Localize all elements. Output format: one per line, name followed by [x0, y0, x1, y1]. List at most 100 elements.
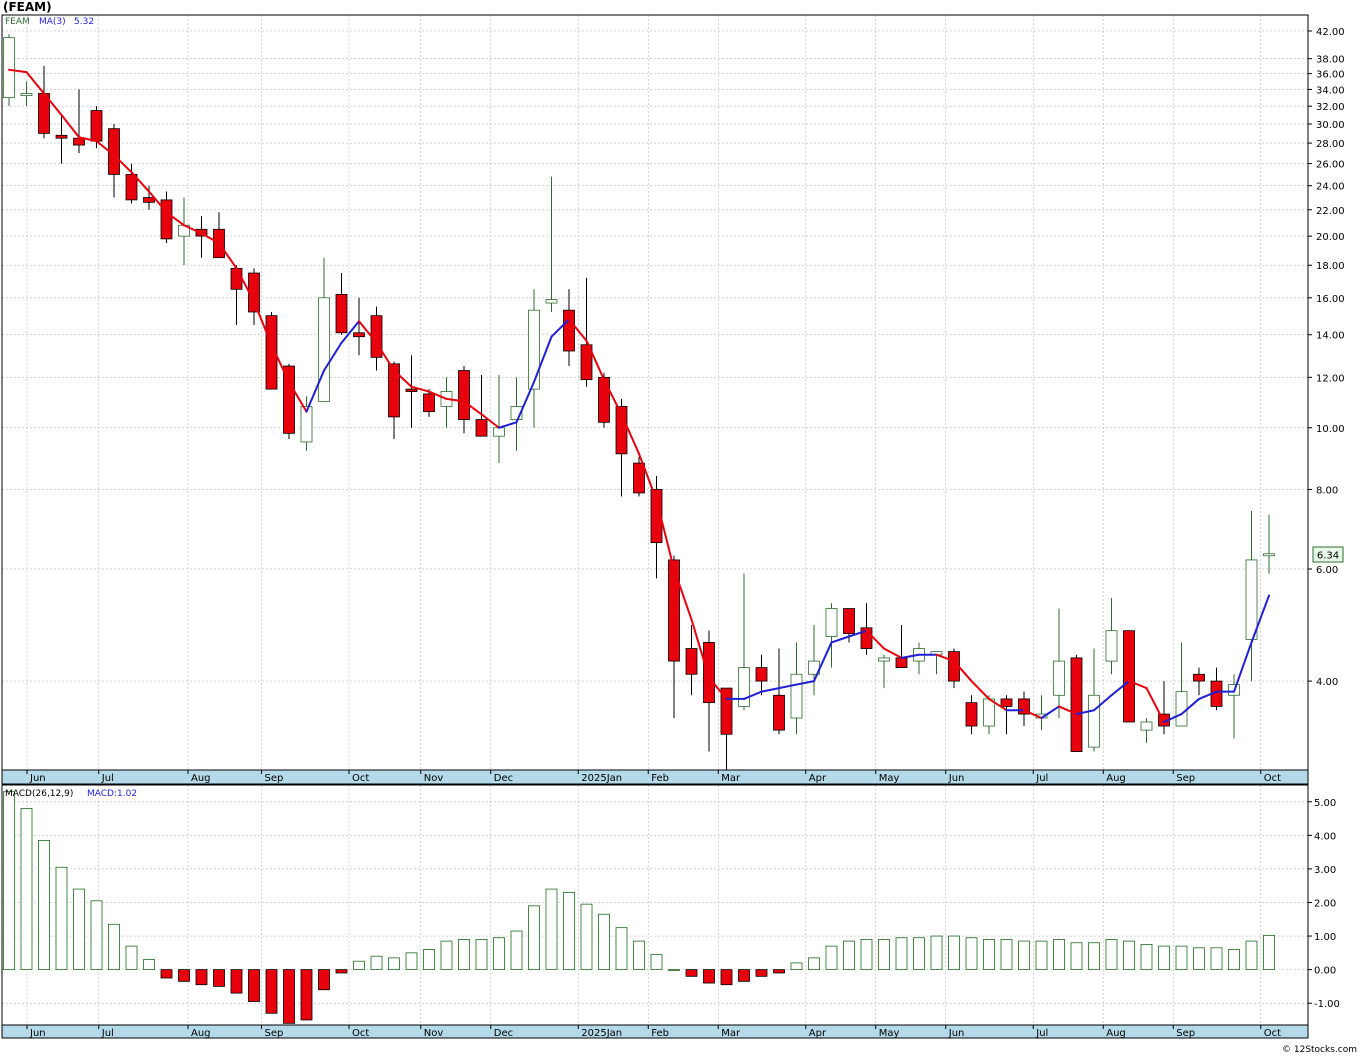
candle-body[interactable] — [335, 293, 348, 334]
candle-body[interactable] — [598, 376, 610, 423]
macd-bar[interactable] — [580, 903, 593, 971]
candle-body[interactable] — [300, 406, 313, 443]
macd-bar[interactable] — [38, 839, 50, 971]
macd-bar[interactable] — [563, 892, 575, 971]
macd-bar[interactable] — [405, 952, 418, 971]
candle-body[interactable] — [3, 37, 15, 99]
macd-bar[interactable] — [1035, 940, 1048, 971]
macd-bar[interactable] — [948, 935, 960, 971]
macd-panel[interactable] — [3, 791, 1275, 1024]
macd-bar[interactable] — [860, 939, 873, 971]
candle-body[interactable] — [1123, 630, 1135, 723]
macd-bar[interactable] — [703, 969, 715, 984]
candle-body[interactable] — [738, 667, 750, 707]
macd-bar[interactable] — [213, 969, 225, 987]
macd-bar[interactable] — [1105, 939, 1118, 971]
macd-bar[interactable] — [615, 927, 628, 971]
macd-bar[interactable] — [283, 969, 295, 1024]
candle-body[interactable] — [405, 388, 418, 392]
macd-bar[interactable] — [930, 935, 943, 971]
candle-body[interactable] — [545, 299, 558, 304]
candle-body[interactable] — [965, 702, 978, 727]
macd-bar[interactable] — [685, 969, 698, 977]
candle-body[interactable] — [895, 657, 908, 668]
candle-body[interactable] — [493, 427, 505, 437]
macd-bar[interactable] — [458, 939, 470, 971]
macd-bar[interactable] — [108, 923, 120, 971]
candle-body[interactable] — [20, 93, 33, 96]
macd-bar[interactable] — [528, 905, 540, 971]
macd-bar[interactable] — [1088, 942, 1100, 971]
macd-bar[interactable] — [1140, 944, 1153, 971]
macd-bar[interactable] — [878, 939, 890, 971]
macd-bar[interactable] — [720, 969, 733, 986]
macd-bar[interactable] — [178, 969, 190, 982]
macd-bar[interactable] — [90, 900, 103, 971]
candle-body[interactable] — [633, 462, 645, 494]
candle-body[interactable] — [73, 137, 85, 146]
macd-bar[interactable] — [3, 791, 15, 971]
candle-body[interactable] — [1140, 721, 1153, 731]
candle-body[interactable] — [1245, 559, 1258, 640]
macd-bar[interactable] — [1053, 939, 1065, 971]
macd-bar[interactable] — [1193, 947, 1205, 971]
candle-body[interactable] — [773, 694, 785, 731]
macd-bar[interactable] — [913, 937, 925, 971]
macd-bar[interactable] — [160, 969, 173, 979]
candle-body[interactable] — [1070, 657, 1083, 752]
candle-body[interactable] — [230, 267, 243, 290]
candle-body[interactable] — [563, 309, 575, 352]
macd-bar[interactable] — [353, 960, 365, 971]
candle-body[interactable] — [1053, 660, 1065, 696]
macd-bar[interactable] — [983, 939, 995, 971]
macd-bar[interactable] — [370, 955, 383, 971]
macd-bar[interactable] — [265, 969, 278, 1014]
macd-bar[interactable] — [1263, 934, 1275, 971]
macd-bar[interactable] — [388, 957, 400, 971]
macd-bar[interactable] — [318, 969, 330, 991]
candle-body[interactable] — [860, 627, 873, 649]
macd-bar[interactable] — [1000, 939, 1013, 971]
candle-body[interactable] — [510, 406, 523, 420]
candle-body[interactable] — [843, 608, 855, 634]
candle-body[interactable] — [55, 134, 68, 139]
candle-body[interactable] — [1263, 553, 1275, 557]
candle-body[interactable] — [685, 648, 698, 675]
candle-body[interactable] — [353, 332, 365, 338]
macd-bar[interactable] — [55, 866, 68, 971]
candle-body[interactable] — [1018, 698, 1030, 715]
macd-bar[interactable] — [773, 969, 785, 974]
candle-body[interactable] — [878, 657, 890, 662]
macd-bar[interactable] — [143, 959, 155, 971]
candle-body[interactable] — [1193, 673, 1205, 682]
macd-bar[interactable] — [423, 949, 435, 971]
macd-bar[interactable] — [20, 808, 33, 971]
candle-body[interactable] — [475, 419, 488, 437]
candle-body[interactable] — [580, 344, 593, 381]
macd-bar[interactable] — [335, 969, 348, 974]
candle-body[interactable] — [458, 370, 470, 420]
candle-body[interactable] — [318, 297, 330, 402]
candle-body[interactable] — [650, 489, 663, 544]
macd-bar[interactable] — [790, 962, 803, 971]
candle-body[interactable] — [790, 673, 803, 719]
macd-bar[interactable] — [825, 945, 838, 971]
candle-body[interactable] — [528, 309, 540, 390]
candle-body[interactable] — [265, 315, 278, 390]
macd-bar[interactable] — [895, 937, 908, 971]
candle-body[interactable] — [1088, 694, 1100, 748]
candle-body[interactable] — [983, 698, 995, 727]
macd-bar[interactable] — [965, 937, 978, 971]
macd-bar[interactable] — [440, 940, 453, 971]
macd-bar[interactable] — [808, 957, 820, 971]
macd-bar[interactable] — [493, 937, 505, 971]
candle-body[interactable] — [160, 199, 173, 240]
candle-body[interactable] — [423, 393, 435, 413]
macd-bar[interactable] — [1018, 940, 1030, 971]
macd-bar[interactable] — [650, 954, 663, 971]
macd-bar[interactable] — [1175, 945, 1188, 971]
macd-bar[interactable] — [1228, 949, 1240, 971]
candle-body[interactable] — [283, 365, 295, 434]
